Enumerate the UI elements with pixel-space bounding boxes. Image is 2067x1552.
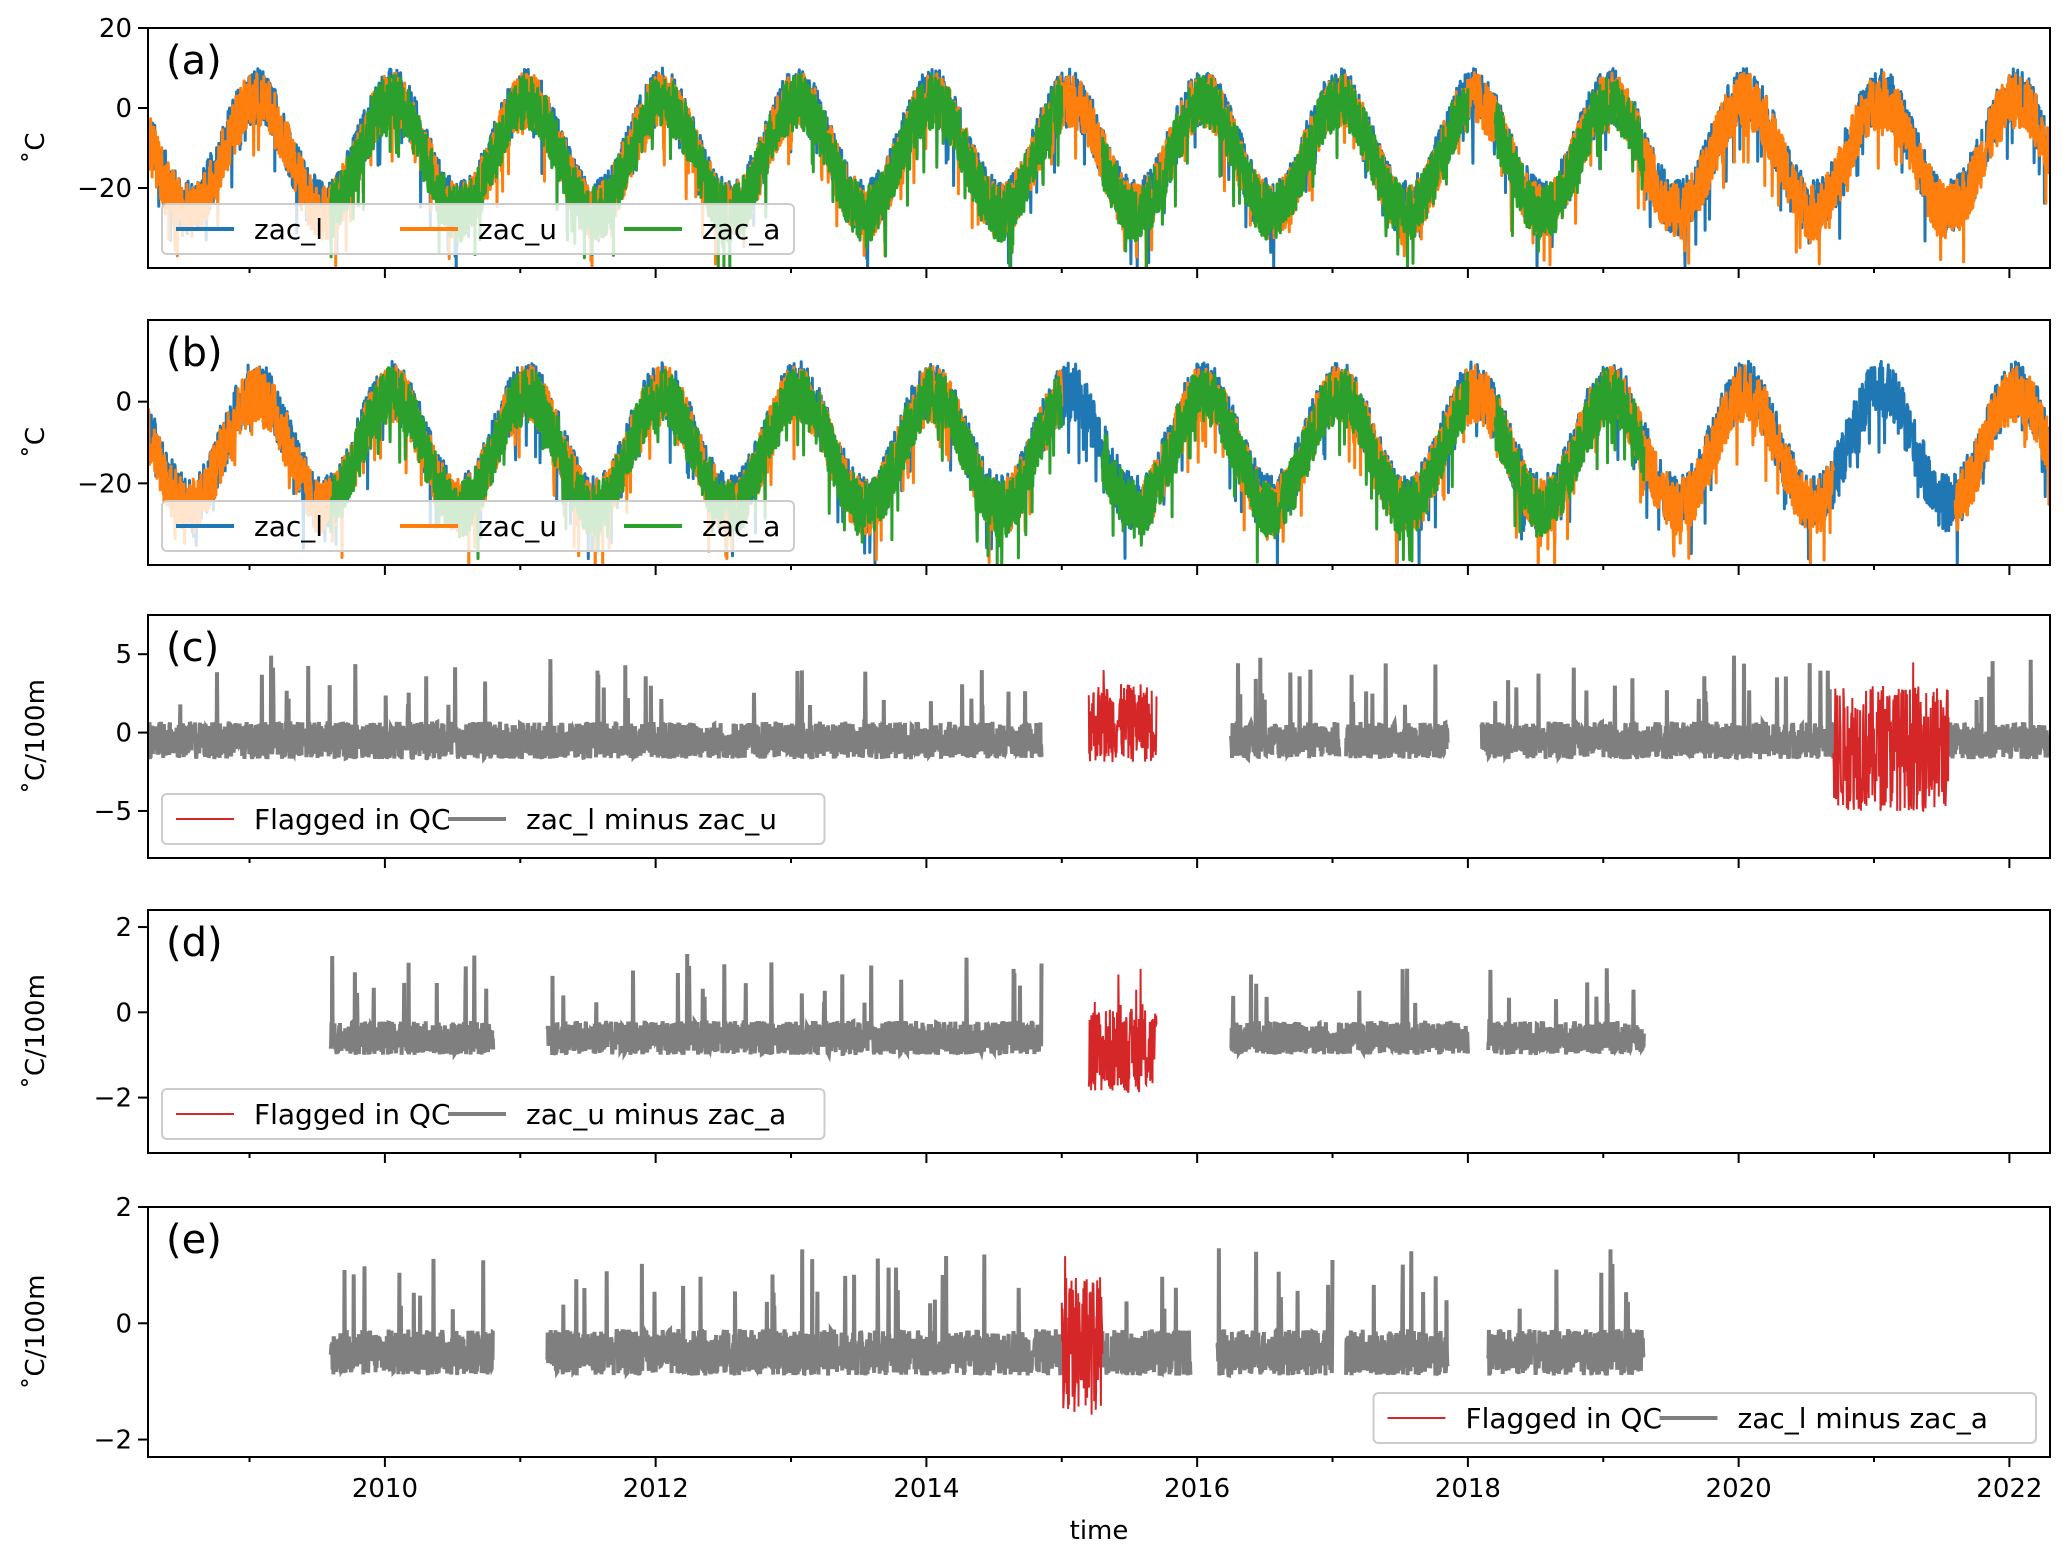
axes-frame [147, 27, 2051, 269]
series-line-zac_a-1 [1100, 368, 1470, 564]
series-diff-line-0 [148, 655, 1044, 764]
series-line-zac_u-2 [1953, 365, 2050, 532]
series-flagged-1 [1832, 662, 1950, 813]
series-flagged-0 [1087, 669, 1158, 763]
y-tick-label: 0 [115, 719, 132, 749]
x-tick-label: 2018 [1435, 1474, 1501, 1504]
series-diff-line-4 [1946, 659, 2050, 760]
series-flagged-1-line-0 [1832, 662, 1950, 813]
panel-label: (e) [166, 1217, 222, 1263]
series-flagged-0-line-0 [1087, 669, 1158, 763]
series-diff-line-3 [1486, 968, 1646, 1057]
series-line-zac_a-1 [1100, 74, 1470, 268]
panel-label: (c) [166, 625, 219, 671]
series-diff-line-1 [1229, 657, 1342, 764]
y-tick-label: −20 [77, 469, 132, 499]
plot-area [148, 655, 2050, 813]
legend-entry-label: Flagged in QC [1466, 1402, 1663, 1435]
x-tick-label: 2010 [352, 1474, 418, 1504]
x-tick-label: 2020 [1706, 1474, 1772, 1504]
panel-label: (b) [166, 330, 223, 376]
legend: Flagged in QC zac_l minus zac_a [1372, 1392, 2037, 1444]
series-diff-line-0 [328, 1258, 495, 1378]
y-axis-label: ˚C/100m [21, 1275, 51, 1390]
plot-area [328, 953, 1646, 1093]
legend-box [161, 500, 795, 552]
series-line-zac_a-2 [1493, 367, 1646, 538]
legend-entry-label: zac_a [702, 213, 780, 246]
legend-entry-label: Flagged in QC [254, 1098, 451, 1131]
series-diff-line-2 [1344, 663, 1450, 760]
legend-entry-label: zac_u minus zac_a [526, 1098, 786, 1131]
legend-entry-label: zac_u [478, 213, 557, 246]
y-axis-label: ˚C/100m [21, 974, 51, 1089]
y-tick-label: 0 [115, 1309, 132, 1339]
axes-frame [147, 1206, 2051, 1458]
axes-frame [147, 319, 2051, 566]
legend: Flagged in QC zac_u minus zac_a [161, 1088, 826, 1140]
y-axis-label: ˚C/100m [21, 679, 51, 794]
y-tick-label: −5 [94, 797, 132, 827]
y-tick-label: 0 [115, 998, 132, 1028]
legend-entry-label: Flagged in QC [254, 803, 451, 836]
y-tick-label: −2 [94, 1084, 132, 1114]
y-tick-label: 20 [99, 14, 132, 44]
legend: zac_l zac_u zac_a [161, 500, 795, 552]
y-tick-label: −2 [94, 1426, 132, 1456]
x-tick-label: 2012 [623, 1474, 689, 1504]
series-diff-line-3 [1479, 655, 1836, 764]
panel-b: −20 0 ˚C (b) zac_l zac_u zac_a [21, 319, 2051, 575]
legend-entry-label: zac_l minus zac_a [1738, 1402, 1988, 1435]
series-diff [328, 1248, 1646, 1380]
series-flagged-0 [1060, 1256, 1104, 1415]
legend-entry-label: zac_l [254, 510, 323, 543]
y-axis-label: ˚C [21, 132, 51, 163]
series-line-zac_a-2 [1493, 76, 1646, 253]
legend-entry-label: zac_l [254, 213, 323, 246]
series-diff [148, 655, 2050, 764]
y-tick-label: −20 [77, 174, 132, 204]
panel-d: −2 0 2 ˚C/100m (d) Flagged in QC zac_u minus z… [21, 909, 2051, 1163]
series-diff-line-1 [545, 953, 1044, 1063]
x-tick-label: 2016 [1164, 1474, 1230, 1504]
y-tick-label: 2 [115, 913, 132, 943]
legend-entry-label: zac_a [702, 510, 780, 543]
y-tick-label: 0 [115, 94, 132, 124]
series-flagged-0 [1087, 968, 1158, 1093]
series-diff-line-0 [328, 955, 496, 1061]
legend: zac_l zac_u zac_a [161, 203, 795, 255]
legend: Flagged in QC zac_l minus zac_u [161, 793, 826, 845]
x-tick-label: 2014 [893, 1474, 959, 1504]
y-tick-label: 2 [115, 1193, 132, 1223]
series-diff-line-2 [1100, 1276, 1193, 1378]
series-diff-line-5 [1486, 1249, 1646, 1376]
panel-label: (d) [166, 920, 223, 966]
legend-box [161, 203, 795, 255]
legend-entry-label: zac_l minus zac_u [526, 803, 777, 836]
panel-e: 2010 2012 2014 2016 2018 2020 2022 time −2 0 2 ˚C/1… [21, 1193, 2051, 1546]
series-diff-line-3 [1215, 1248, 1335, 1379]
series-flagged-0-line-0 [1060, 1256, 1104, 1415]
axes-frame [147, 909, 2051, 1154]
series-diff-line-4 [1344, 1251, 1450, 1377]
panel-label: (a) [166, 38, 222, 84]
y-tick-label: 0 [115, 388, 132, 418]
legend-entry-label: zac_u [478, 510, 557, 543]
plot-area [328, 1248, 1646, 1415]
panel-a: −20 0 20 ˚C (a) zac_l zac_u zac_a [21, 14, 2051, 278]
series-diff [328, 953, 1646, 1063]
panel-c: −5 0 5 ˚C/100m (c) Flagged in QC zac_l minus z… [21, 614, 2051, 868]
y-tick-label: 5 [115, 640, 132, 670]
axes-frame [147, 614, 2051, 859]
series-diff-line-1 [545, 1249, 1064, 1380]
x-tick-label: 2022 [1976, 1474, 2042, 1504]
y-axis-label: ˚C [21, 427, 51, 458]
series-diff-line-2 [1229, 968, 1470, 1060]
series-flagged-0-line-0 [1087, 968, 1158, 1093]
x-axis-label: time [1070, 1516, 1129, 1546]
